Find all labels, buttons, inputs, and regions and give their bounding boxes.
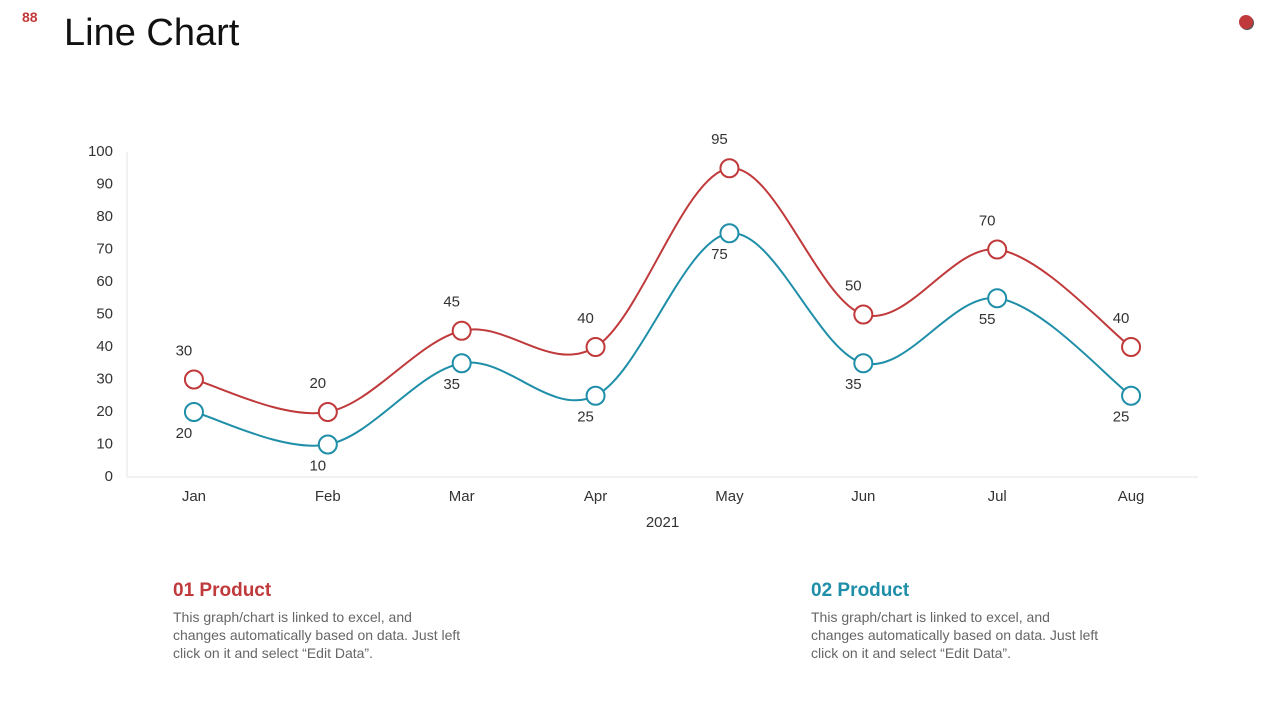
y-tick-label: 80 — [96, 208, 113, 225]
data-label: 20 — [176, 425, 193, 442]
point — [585, 337, 606, 357]
note-heading: 01 Product — [173, 580, 272, 601]
data-label: 10 — [309, 457, 326, 474]
point — [853, 353, 874, 374]
point — [585, 385, 606, 406]
data-label: 55 — [979, 311, 996, 328]
y-tick-label: 70 — [96, 240, 113, 257]
point — [317, 402, 338, 422]
decor-dot — [1239, 15, 1253, 29]
data-label: 40 — [577, 310, 594, 327]
data-label: 35 — [845, 376, 862, 393]
x-tick-label: Jun — [851, 488, 875, 505]
x-axis-label: 2021 — [646, 514, 679, 531]
note-heading: 02 Product — [811, 580, 910, 601]
point — [719, 223, 740, 244]
point — [183, 402, 204, 422]
data-label: 25 — [577, 409, 594, 426]
note: 02 Product This graph/chart is linked to… — [811, 580, 1101, 662]
x-tick-label: Aug — [1118, 488, 1145, 505]
point — [1121, 337, 1142, 357]
point — [853, 304, 874, 325]
point — [987, 288, 1008, 309]
note-text: This graph/chart is linked to excel, and… — [811, 609, 1099, 661]
y-tick-label: 60 — [96, 273, 113, 290]
data-label: 70 — [979, 212, 996, 229]
data-label: 75 — [711, 246, 728, 263]
y-tick-label: 30 — [96, 370, 113, 387]
note-text: This graph/chart is linked to excel, and… — [173, 609, 461, 661]
x-tick-label: Apr — [584, 488, 607, 505]
y-tick-label: 40 — [96, 338, 113, 355]
point — [183, 369, 204, 390]
x-tick-label: Jul — [988, 488, 1007, 505]
data-label: 20 — [309, 375, 326, 392]
y-tick-label: 10 — [96, 435, 113, 452]
point — [317, 434, 338, 455]
x-tick-label: Jan — [182, 488, 206, 505]
slide-title: Line Chart — [64, 12, 240, 54]
x-tick-label: May — [715, 488, 744, 505]
data-label: 45 — [443, 294, 460, 311]
note: 01 Product This graph/chart is linked to… — [173, 580, 463, 662]
series-line — [193, 167, 1132, 415]
data-label: 50 — [845, 277, 862, 294]
point — [1121, 385, 1142, 406]
x-tick-label: Feb — [315, 488, 341, 505]
point — [451, 353, 472, 374]
data-label: 25 — [1113, 409, 1130, 426]
data-label: 95 — [711, 131, 728, 148]
data-label: 40 — [1113, 310, 1130, 327]
data-label: 30 — [176, 342, 193, 359]
data-label: 35 — [443, 376, 460, 393]
point — [451, 320, 472, 341]
y-tick-label: 100 — [88, 143, 113, 160]
y-tick-label: 50 — [96, 305, 113, 322]
y-tick-label: 90 — [96, 175, 113, 192]
series-line — [193, 232, 1132, 447]
point — [719, 158, 740, 179]
y-tick-label: 20 — [96, 403, 113, 420]
y-tick-label: 0 — [105, 468, 113, 485]
x-tick-label: Mar — [449, 488, 475, 505]
point — [987, 239, 1008, 260]
page-number: 88 — [22, 9, 38, 25]
